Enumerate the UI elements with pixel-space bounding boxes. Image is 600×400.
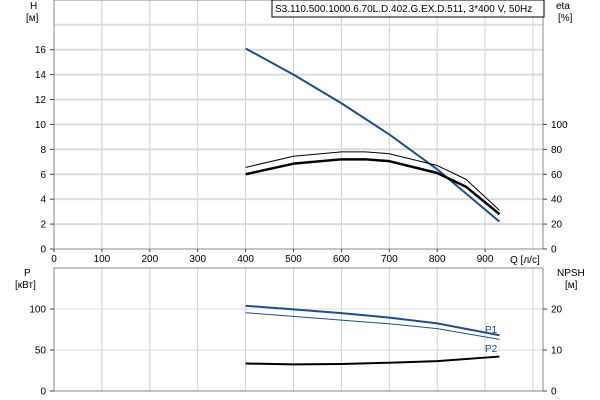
x-tick-label: 400 (237, 254, 254, 265)
title-box (271, 0, 545, 18)
x-tick-label: 100 (94, 254, 111, 265)
chart-title: S3.110.500.1000.6.70L.D.402.G.EX.D.511, … (275, 4, 532, 15)
bottom-y-right-unit: [м] (565, 280, 578, 291)
bottom-y-left-label: P (24, 268, 31, 279)
x-tick-label: 300 (189, 254, 206, 265)
x-tick-label: 900 (477, 254, 494, 265)
y-left-tick-label: 2 (40, 220, 46, 231)
y-left-tick-label: 0 (40, 245, 46, 256)
bottom-y-right-label: NPSH (557, 268, 585, 279)
p1-curve-1-0 (245, 304, 500, 337)
y-left-tick-label: 12 (35, 95, 47, 106)
y-right-tick-label: 0 (551, 245, 557, 256)
curve-0-1 (245, 158, 501, 216)
top-plot-grid (53, 0, 544, 250)
curve-0-2 (245, 151, 500, 211)
top-y-right-unit: [%] (558, 13, 573, 24)
y-left-tick-label: 10 (35, 120, 47, 131)
y-right-tick-label: 10 (551, 346, 563, 357)
curve-0-0 (245, 47, 501, 223)
y-right-tick-label: 40 (551, 195, 563, 206)
y-left-tick-label: 16 (35, 45, 47, 56)
y-right-tick-label: 80 (551, 145, 563, 156)
y-right-tick-label: 20 (551, 220, 563, 231)
x-tick-label: 600 (333, 254, 350, 265)
y-right-tick-label: 0 (551, 387, 557, 398)
y-right-tick-label: 100 (551, 120, 568, 131)
bottom-plot-grid (53, 267, 544, 392)
top-y-left-unit: [м] (26, 13, 39, 24)
top-y-left-label: H (30, 1, 37, 12)
y-left-tick-label: 50 (35, 346, 47, 357)
y-left-tick-label: 100 (29, 305, 46, 316)
bottom-y-left-unit: [кВт] (15, 280, 36, 291)
curves (245, 47, 501, 366)
x-tick-label: 0 (51, 254, 57, 265)
y-left-tick-label: 14 (35, 70, 47, 81)
y-left-tick-label: 8 (40, 145, 46, 156)
y-right-tick-label: 20 (551, 305, 563, 316)
curve-1-2 (245, 355, 500, 366)
y-left-tick-label: 6 (40, 170, 46, 181)
legend-p1: P1 (485, 325, 498, 336)
y-left-tick-label: 4 (40, 195, 46, 206)
x-tick-label: 500 (285, 254, 302, 265)
y-left-tick-label: 0 (40, 387, 46, 398)
top-y-right-label: eta (556, 1, 570, 12)
legend-p2: P2 (485, 344, 498, 355)
y-right-tick-label: 60 (551, 170, 563, 181)
x-tick-label: 800 (429, 254, 446, 265)
x-tick-label: 200 (141, 254, 158, 265)
x-tick-label: 700 (381, 254, 398, 265)
x-axis-label: Q [л/с] (510, 255, 540, 266)
p2-curve-1-1 (245, 312, 500, 340)
plot-frame (53, 267, 544, 392)
